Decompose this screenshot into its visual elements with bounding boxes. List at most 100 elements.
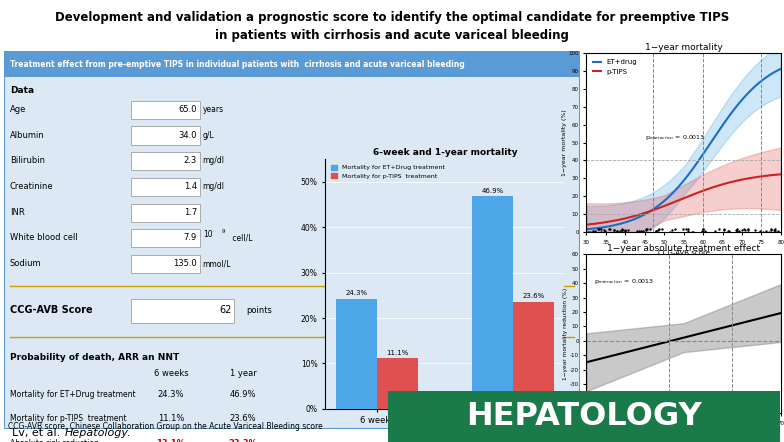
Point <box>652 227 664 234</box>
Point <box>722 228 735 235</box>
ET+drug <box>697 154 706 159</box>
Point <box>639 227 652 234</box>
Point <box>736 227 749 234</box>
Line: ET+drug: ET+drug <box>586 69 781 229</box>
Text: Absolute risk reduction: Absolute risk reduction <box>9 439 99 442</box>
Point <box>669 225 681 232</box>
Point <box>709 227 721 234</box>
Text: p$_{\mathit{interaction}}$ = 0.0013: p$_{\mathit{interaction}}$ = 0.0013 <box>594 277 655 286</box>
Point <box>718 227 731 234</box>
Point <box>742 227 754 234</box>
Point <box>649 228 662 235</box>
Point <box>613 228 626 235</box>
FancyBboxPatch shape <box>131 299 234 323</box>
Point <box>686 229 699 236</box>
Text: INR: INR <box>9 208 24 217</box>
FancyBboxPatch shape <box>131 203 200 221</box>
Point <box>697 225 710 232</box>
Point <box>768 226 780 233</box>
Point <box>730 226 742 233</box>
Point <box>696 225 709 232</box>
X-axis label: CCG-AVB score: CCG-AVB score <box>658 250 710 256</box>
Point <box>760 227 772 234</box>
FancyBboxPatch shape <box>388 391 780 442</box>
Point <box>742 226 754 233</box>
Bar <box>336 298 377 409</box>
Point <box>591 226 604 233</box>
Text: CCG-AVB Score: CCG-AVB Score <box>9 305 93 315</box>
Point <box>594 226 607 233</box>
Text: Hepatology.: Hepatology. <box>64 428 131 438</box>
Text: White blood cell: White blood cell <box>9 233 78 242</box>
Point <box>664 229 677 236</box>
FancyBboxPatch shape <box>131 178 200 196</box>
Point <box>733 228 746 235</box>
Text: 11.1%: 11.1% <box>158 415 184 423</box>
FancyBboxPatch shape <box>4 51 580 77</box>
Point <box>589 227 601 234</box>
Text: mg/dl: mg/dl <box>203 182 225 191</box>
Bar <box>472 196 513 409</box>
Bar <box>513 302 554 409</box>
Point <box>590 228 602 235</box>
Text: Mortality for p-TIPS  treatment: Mortality for p-TIPS treatment <box>9 415 126 423</box>
Point <box>635 228 648 235</box>
ET+drug <box>758 77 768 83</box>
Text: 1.7: 1.7 <box>183 208 197 217</box>
Point <box>619 227 632 234</box>
Point <box>699 229 712 236</box>
Point <box>637 228 649 235</box>
Point <box>739 227 751 234</box>
Text: points: points <box>246 305 272 315</box>
Point <box>640 225 652 232</box>
Point <box>682 227 695 234</box>
Title: 1−year mortality: 1−year mortality <box>644 43 723 52</box>
p-TIPS <box>583 222 592 227</box>
Text: 46.9%: 46.9% <box>230 390 256 399</box>
Point <box>599 228 612 235</box>
Text: 11.1%: 11.1% <box>387 350 408 356</box>
Text: Treatment effect from pre-emptive TIPS in individual patients with  cirrhosis an: Treatment effect from pre-emptive TIPS i… <box>9 60 464 69</box>
ET+drug <box>701 148 710 153</box>
p-TIPS <box>776 171 784 177</box>
Text: 23.3%: 23.3% <box>229 439 258 442</box>
Point <box>699 228 711 235</box>
Title: 1−year absolute treatment effect: 1−year absolute treatment effect <box>607 244 760 253</box>
Text: 9: 9 <box>222 229 225 233</box>
FancyBboxPatch shape <box>131 152 200 170</box>
Title: 6-week and 1-year mortality: 6-week and 1-year mortality <box>372 148 517 157</box>
Text: 135.0: 135.0 <box>173 259 197 268</box>
Text: Albumin: Albumin <box>9 130 45 140</box>
Text: 10: 10 <box>203 230 212 240</box>
FancyBboxPatch shape <box>131 229 200 248</box>
Text: mmol/L: mmol/L <box>203 259 231 268</box>
Text: 24.3%: 24.3% <box>158 390 184 399</box>
Text: 1.4: 1.4 <box>183 182 197 191</box>
Line: p-TIPS: p-TIPS <box>586 174 781 225</box>
p-TIPS <box>701 187 710 193</box>
Bar <box>377 358 418 409</box>
Text: cell/L: cell/L <box>230 233 253 242</box>
Text: 7.9: 7.9 <box>183 233 197 242</box>
ET+drug <box>698 153 707 158</box>
Text: 1 year: 1 year <box>230 369 256 377</box>
Point <box>616 227 629 234</box>
Point <box>737 225 750 232</box>
Text: Data: Data <box>9 86 34 95</box>
Point <box>603 226 615 233</box>
Point <box>637 227 649 234</box>
Text: 23.6%: 23.6% <box>522 293 544 299</box>
Point <box>713 225 726 232</box>
p-TIPS <box>582 222 591 227</box>
p-TIPS <box>746 175 755 181</box>
Text: Lv, et al.: Lv, et al. <box>12 428 64 438</box>
Text: HEPATOLOGY: HEPATOLOGY <box>466 401 702 432</box>
Point <box>666 227 678 234</box>
Point <box>768 227 781 234</box>
Point <box>769 226 782 233</box>
Point <box>619 228 631 235</box>
Point <box>593 225 605 232</box>
Point <box>604 225 616 232</box>
Point <box>731 228 743 235</box>
Point <box>608 226 620 233</box>
